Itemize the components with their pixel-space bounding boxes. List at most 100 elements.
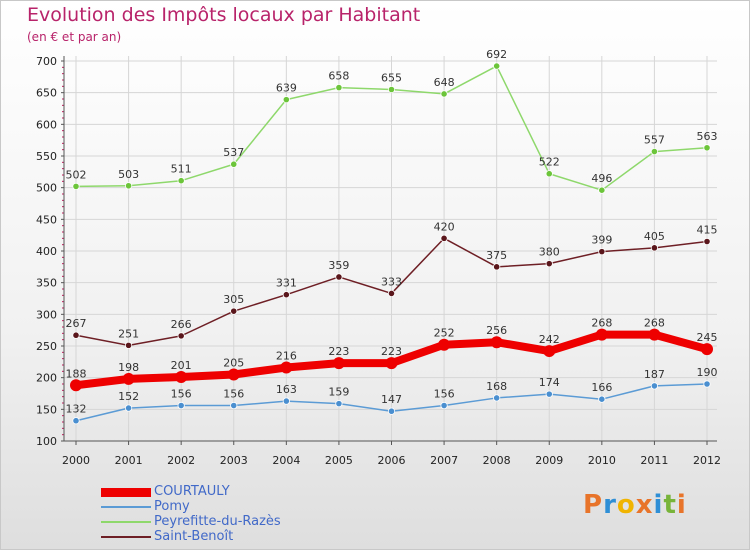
data-label-saint-beno-t: 331 [276, 277, 297, 290]
series-lines [70, 62, 713, 425]
logo-letter: i [653, 490, 664, 520]
x-tick-label: 2010 [588, 454, 616, 467]
data-label-saint-beno-t: 305 [223, 293, 244, 306]
point-peyrefitte-du-raz-s [335, 84, 343, 92]
data-label-peyrefitte-du-raz-s: 563 [697, 130, 718, 143]
point-saint-beno-t [335, 273, 343, 281]
data-label-courtauly: 205 [223, 357, 244, 370]
point-pomy [545, 390, 553, 398]
point-courtauly [227, 368, 240, 381]
point-courtauly [332, 357, 345, 370]
point-saint-beno-t [493, 263, 501, 271]
y-tick-label: 500 [36, 182, 57, 195]
point-pomy [440, 401, 448, 410]
point-peyrefitte-du-raz-s [493, 62, 501, 70]
y-tick-label: 200 [36, 372, 57, 385]
point-pomy [177, 401, 185, 410]
legend-label-pomy: Pomy [154, 499, 190, 514]
data-label-courtauly: 242 [539, 333, 560, 346]
point-saint-beno-t [72, 331, 80, 339]
y-tick-label: 300 [36, 308, 57, 321]
x-tick-label: 2006 [378, 454, 406, 467]
y-tick-label: 400 [36, 245, 57, 258]
data-label-pomy: 174 [539, 376, 560, 389]
data-label-courtauly: 223 [328, 345, 349, 358]
y-tick-label: 700 [36, 55, 57, 68]
data-label-saint-beno-t: 267 [66, 317, 87, 330]
data-label-courtauly: 198 [118, 361, 139, 374]
data-label-courtauly: 188 [66, 367, 87, 380]
data-label-courtauly: 245 [697, 331, 718, 344]
data-label-saint-beno-t: 405 [644, 230, 665, 243]
data-label-courtauly: 252 [434, 327, 455, 340]
data-label-peyrefitte-du-raz-s: 557 [644, 134, 665, 147]
point-pomy [598, 395, 606, 403]
axes: 100 150 200 250 300 350 400 450 500 550 600 650 700 2… [36, 55, 721, 467]
data-label-peyrefitte-du-raz-s: 648 [434, 76, 455, 89]
x-tick-label: 2000 [62, 454, 90, 467]
data-label-peyrefitte-du-raz-s: 639 [276, 82, 297, 95]
point-pomy [230, 401, 238, 410]
y-tick-label: 350 [36, 277, 57, 290]
point-pomy [493, 394, 501, 402]
data-label-pomy: 147 [381, 393, 402, 406]
point-courtauly [543, 345, 556, 358]
point-saint-beno-t [177, 332, 185, 340]
point-peyrefitte-du-raz-s [72, 182, 80, 190]
data-label-courtauly: 223 [381, 345, 402, 358]
point-peyrefitte-du-raz-s [598, 186, 606, 194]
data-label-courtauly: 256 [486, 324, 507, 337]
grid-lines [64, 56, 717, 442]
point-pomy [650, 382, 659, 390]
data-label-pomy: 156 [434, 388, 455, 401]
data-label-pomy: 156 [223, 388, 244, 401]
y-tick-label: 100 [36, 435, 57, 448]
point-courtauly [122, 372, 135, 385]
data-label-pomy: 190 [697, 366, 718, 379]
legend-swatch-peyrefitte [101, 521, 151, 523]
logo-letter: x [635, 490, 654, 520]
point-peyrefitte-du-raz-s [387, 85, 396, 94]
x-tick-label: 2002 [167, 454, 195, 467]
data-label-peyrefitte-du-raz-s: 502 [66, 168, 87, 181]
logo-letter: P [583, 490, 604, 520]
data-label-courtauly: 268 [644, 317, 665, 330]
data-label-peyrefitte-du-raz-s: 692 [486, 48, 507, 61]
point-pomy [282, 397, 290, 405]
chart-subtitle: (en € et par an) [27, 30, 122, 44]
point-peyrefitte-du-raz-s [282, 96, 290, 104]
data-label-saint-beno-t: 375 [486, 249, 507, 262]
point-saint-beno-t [650, 244, 659, 252]
data-labels: 132 152 156 156 163 159 147 156 168 174 166 187 190 5… [66, 48, 718, 416]
x-tick-label: 2011 [640, 454, 668, 467]
y-tick-label: 150 [36, 403, 57, 416]
data-label-pomy: 132 [66, 403, 87, 416]
point-pomy [124, 404, 133, 412]
y-tick-label: 550 [36, 150, 57, 163]
point-peyrefitte-du-raz-s [177, 177, 185, 185]
point-courtauly [490, 336, 503, 349]
x-tick-label: 2001 [115, 454, 143, 467]
x-tick-label: 2003 [220, 454, 248, 467]
point-saint-beno-t [703, 237, 711, 246]
logo-letter: o [616, 490, 636, 520]
data-label-peyrefitte-du-raz-s: 503 [118, 168, 139, 181]
point-saint-beno-t [230, 307, 238, 315]
point-peyrefitte-du-raz-s [650, 147, 659, 156]
data-label-saint-beno-t: 251 [118, 327, 139, 340]
data-label-saint-beno-t: 359 [328, 259, 349, 272]
chart-title: Evolution des Impôts locaux par Habitant [27, 4, 421, 26]
point-peyrefitte-du-raz-s [703, 144, 711, 152]
point-courtauly [70, 379, 82, 392]
point-peyrefitte-du-raz-s [124, 182, 133, 190]
y-tick-label: 250 [36, 340, 57, 353]
x-tick-label: 2005 [325, 454, 353, 467]
point-courtauly [280, 361, 293, 374]
data-label-saint-beno-t: 399 [591, 234, 612, 247]
y-tick-label: 450 [36, 213, 57, 226]
data-label-peyrefitte-du-raz-s: 522 [539, 156, 560, 169]
data-label-pomy: 152 [118, 390, 139, 403]
data-label-courtauly: 216 [276, 350, 297, 363]
legend-swatch-pomy [101, 506, 151, 508]
